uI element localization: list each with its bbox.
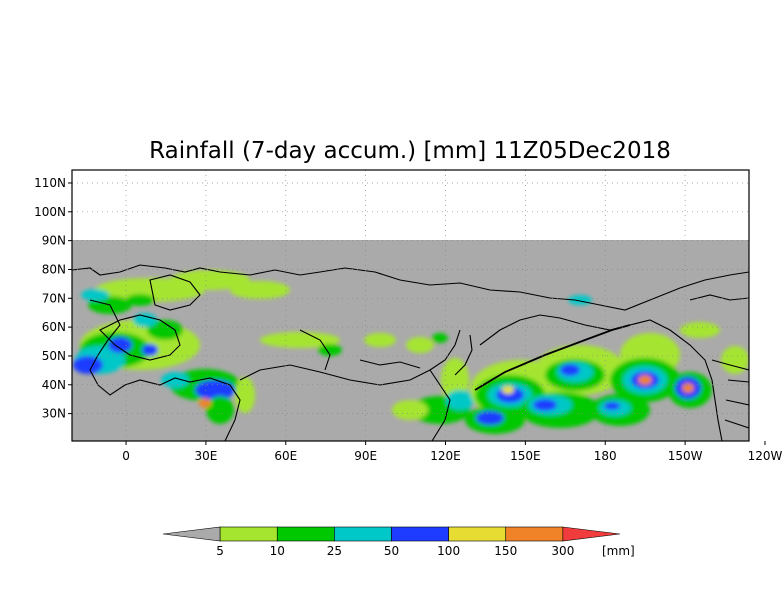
lon-tick-label: 0 [122,449,130,463]
map-plot-area [72,170,749,441]
longitude-axis: 0 30E 60E 90E 120E 150E 180 150W 120W [122,441,782,463]
lat-tick-label: 110N [34,176,66,190]
colorbar-bound-label: 150 [494,544,517,558]
colorbar-bound-label: 300 [551,544,574,558]
lon-tick-label: 120E [430,449,461,463]
lat-tick-label: 70N [42,291,66,305]
colorbar-segment [334,526,392,542]
map-frame [71,169,750,442]
map-gridlines [72,170,749,441]
colorbar-segment [276,526,335,542]
colorbar-unit: [mm] [602,544,635,558]
colorbar-bound-label: 50 [384,544,399,558]
lat-tick-label: 50N [42,349,66,363]
map-title: Rainfall (7-day accum.) [mm] 11Z05Dec201… [149,138,671,164]
colorbar-bound-label: 10 [270,544,285,558]
lat-tick-label: 40N [42,378,66,392]
lon-tick-label: 60E [274,449,297,463]
lat-tick-label: 90N [42,234,66,248]
lon-tick-label: 150W [668,449,703,463]
colorbar-segment [391,526,449,542]
lat-tick-label: 30N [42,407,66,421]
lon-tick-label: 150E [510,449,541,463]
lat-tick-label: 100N [34,205,66,219]
colorbar: 5 10 25 50 100 150 300 [162,526,621,558]
colorbar-segment [162,526,221,542]
lon-tick-label: 30E [194,449,217,463]
lon-tick-label: 90E [354,449,377,463]
colorbar-segment [219,526,278,542]
colorbar-segment [448,526,507,542]
colorbar-bound-label: 25 [327,544,342,558]
colorbar-bound-label: 5 [216,544,224,558]
lat-tick-label: 80N [42,262,66,276]
colorbar-bound-label: 100 [437,544,460,558]
lat-tick-label: 60N [42,320,66,334]
lon-tick-label: 180 [594,449,617,463]
colorbar-segment [505,526,564,542]
latitude-axis: 110N 100N 90N 80N 70N 60N 50N 40N 30N [34,176,72,421]
lon-tick-label: 120W [748,449,783,463]
colorbar-segment [562,526,621,542]
